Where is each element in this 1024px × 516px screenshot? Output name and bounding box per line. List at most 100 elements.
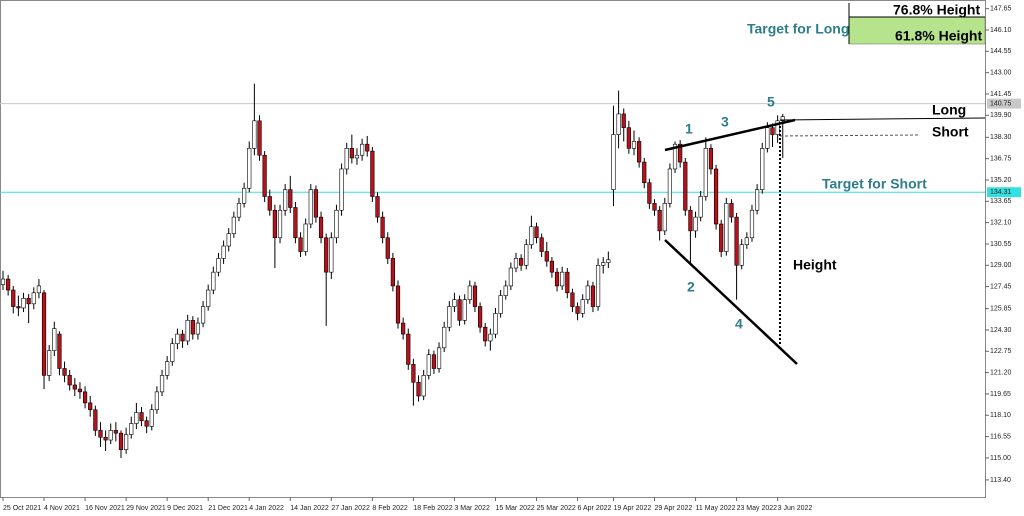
wave-label: 2 [687,279,695,295]
candle-body [277,209,283,239]
candle-body [72,384,77,390]
price-box [987,98,1021,109]
candle-body [734,216,739,266]
candle-body [601,262,606,266]
candle-body [47,350,52,376]
candle-body [483,326,488,342]
candle-body [257,120,262,156]
candle-body [267,196,272,211]
y-tick-label: 133.65 [990,198,1012,205]
candle-body [200,306,206,324]
candle-body [508,267,513,287]
candle-body [0,278,6,285]
candle-body [647,182,652,204]
candle-body [165,361,170,376]
candle-body [175,333,180,345]
x-tick-label: 11 May 2022 [696,505,736,512]
price-box [987,187,1021,198]
candle-body [436,347,442,369]
candle-body [693,216,698,232]
candle-body [765,127,770,149]
candle-body [534,226,539,239]
candle-body [390,258,395,287]
candle-body [303,223,308,252]
y-tick-label: 124.30 [990,327,1012,334]
candle-body [344,148,349,170]
candle-body [467,285,472,300]
y-tick-label: 139.90 [990,112,1012,119]
candle-body [354,154,360,159]
candle-body [154,391,160,411]
candle-body [159,375,165,393]
candle-body [590,285,596,307]
candle-body [529,226,534,245]
candle-body [113,430,118,434]
x-tick-label: 3 Mar 2022 [454,505,490,512]
candle-body [395,285,401,324]
annotation-layer: Target for Long 76.8% Height 61.8% Heigh… [664,2,986,365]
candle-body [657,209,662,232]
y-tick-label: 119.65 [990,391,1011,398]
candle-body [262,154,267,197]
candle-body [216,258,221,273]
reference-layer [0,103,985,193]
x-tick-label: 16 Nov 2021 [85,505,125,512]
long-line [779,117,986,121]
y-tick-label: 136.75 [990,155,1012,162]
candle-body [318,216,324,239]
candle-body [124,434,129,450]
candle-body [324,237,329,273]
lower-trendline [664,239,798,365]
candle-body [580,299,585,314]
candle-body [488,333,493,342]
candle-body [549,260,555,273]
candle-body [195,322,201,335]
y-tick-label: 125.85 [990,305,1012,312]
candle-body [185,320,190,342]
plot-frame [0,0,986,498]
candle-body [293,207,298,239]
x-tick-label: 27 Jan 2022 [331,505,370,512]
price-box-label: 134.31 [990,189,1012,196]
height-label: Height [793,257,837,273]
candle-body [26,298,31,305]
y-tick-label: 113.40 [990,477,1011,484]
candle-body [313,189,319,218]
candle-body [637,141,642,163]
y-tick-label: 116.55 [990,433,1011,440]
x-tick-label: 4 Jan 2022 [249,505,284,512]
y-tick-label: 121.20 [990,369,1012,376]
y-tick-label: 141.45 [990,91,1012,98]
candle-body [513,258,519,269]
candle-body [298,237,303,252]
candle-body [626,127,631,149]
candle-body [359,143,365,156]
target-long-label: Target for Long [747,21,849,37]
y-tick-label: 147.65 [990,6,1012,13]
level-label: 61.8% Height [895,28,982,44]
wave-label: 4 [735,316,743,332]
candle-body [16,306,21,309]
y-tick-label: 143.00 [990,69,1012,76]
candle-body [616,113,621,135]
short-line [779,134,921,137]
candle-body [770,127,775,135]
x-tick-label: 4 Nov 2021 [44,505,80,512]
candle-body [62,368,67,376]
candle-body [77,388,83,393]
candle-body [88,402,93,411]
candle-body [231,216,236,234]
candle-body [575,306,580,314]
candle-body [703,148,708,197]
y-tick-label: 122.75 [990,348,1012,355]
x-tick-label: 25 Mar 2022 [537,505,576,512]
candle-body [108,430,113,441]
x-tick-label: 9 Dec 2021 [167,505,203,512]
candle-body [190,320,195,335]
candle-body [180,333,185,342]
candle-body [621,113,626,128]
candle-body [118,432,124,450]
candle-body [524,244,529,266]
wave-label: 3 [721,114,729,130]
